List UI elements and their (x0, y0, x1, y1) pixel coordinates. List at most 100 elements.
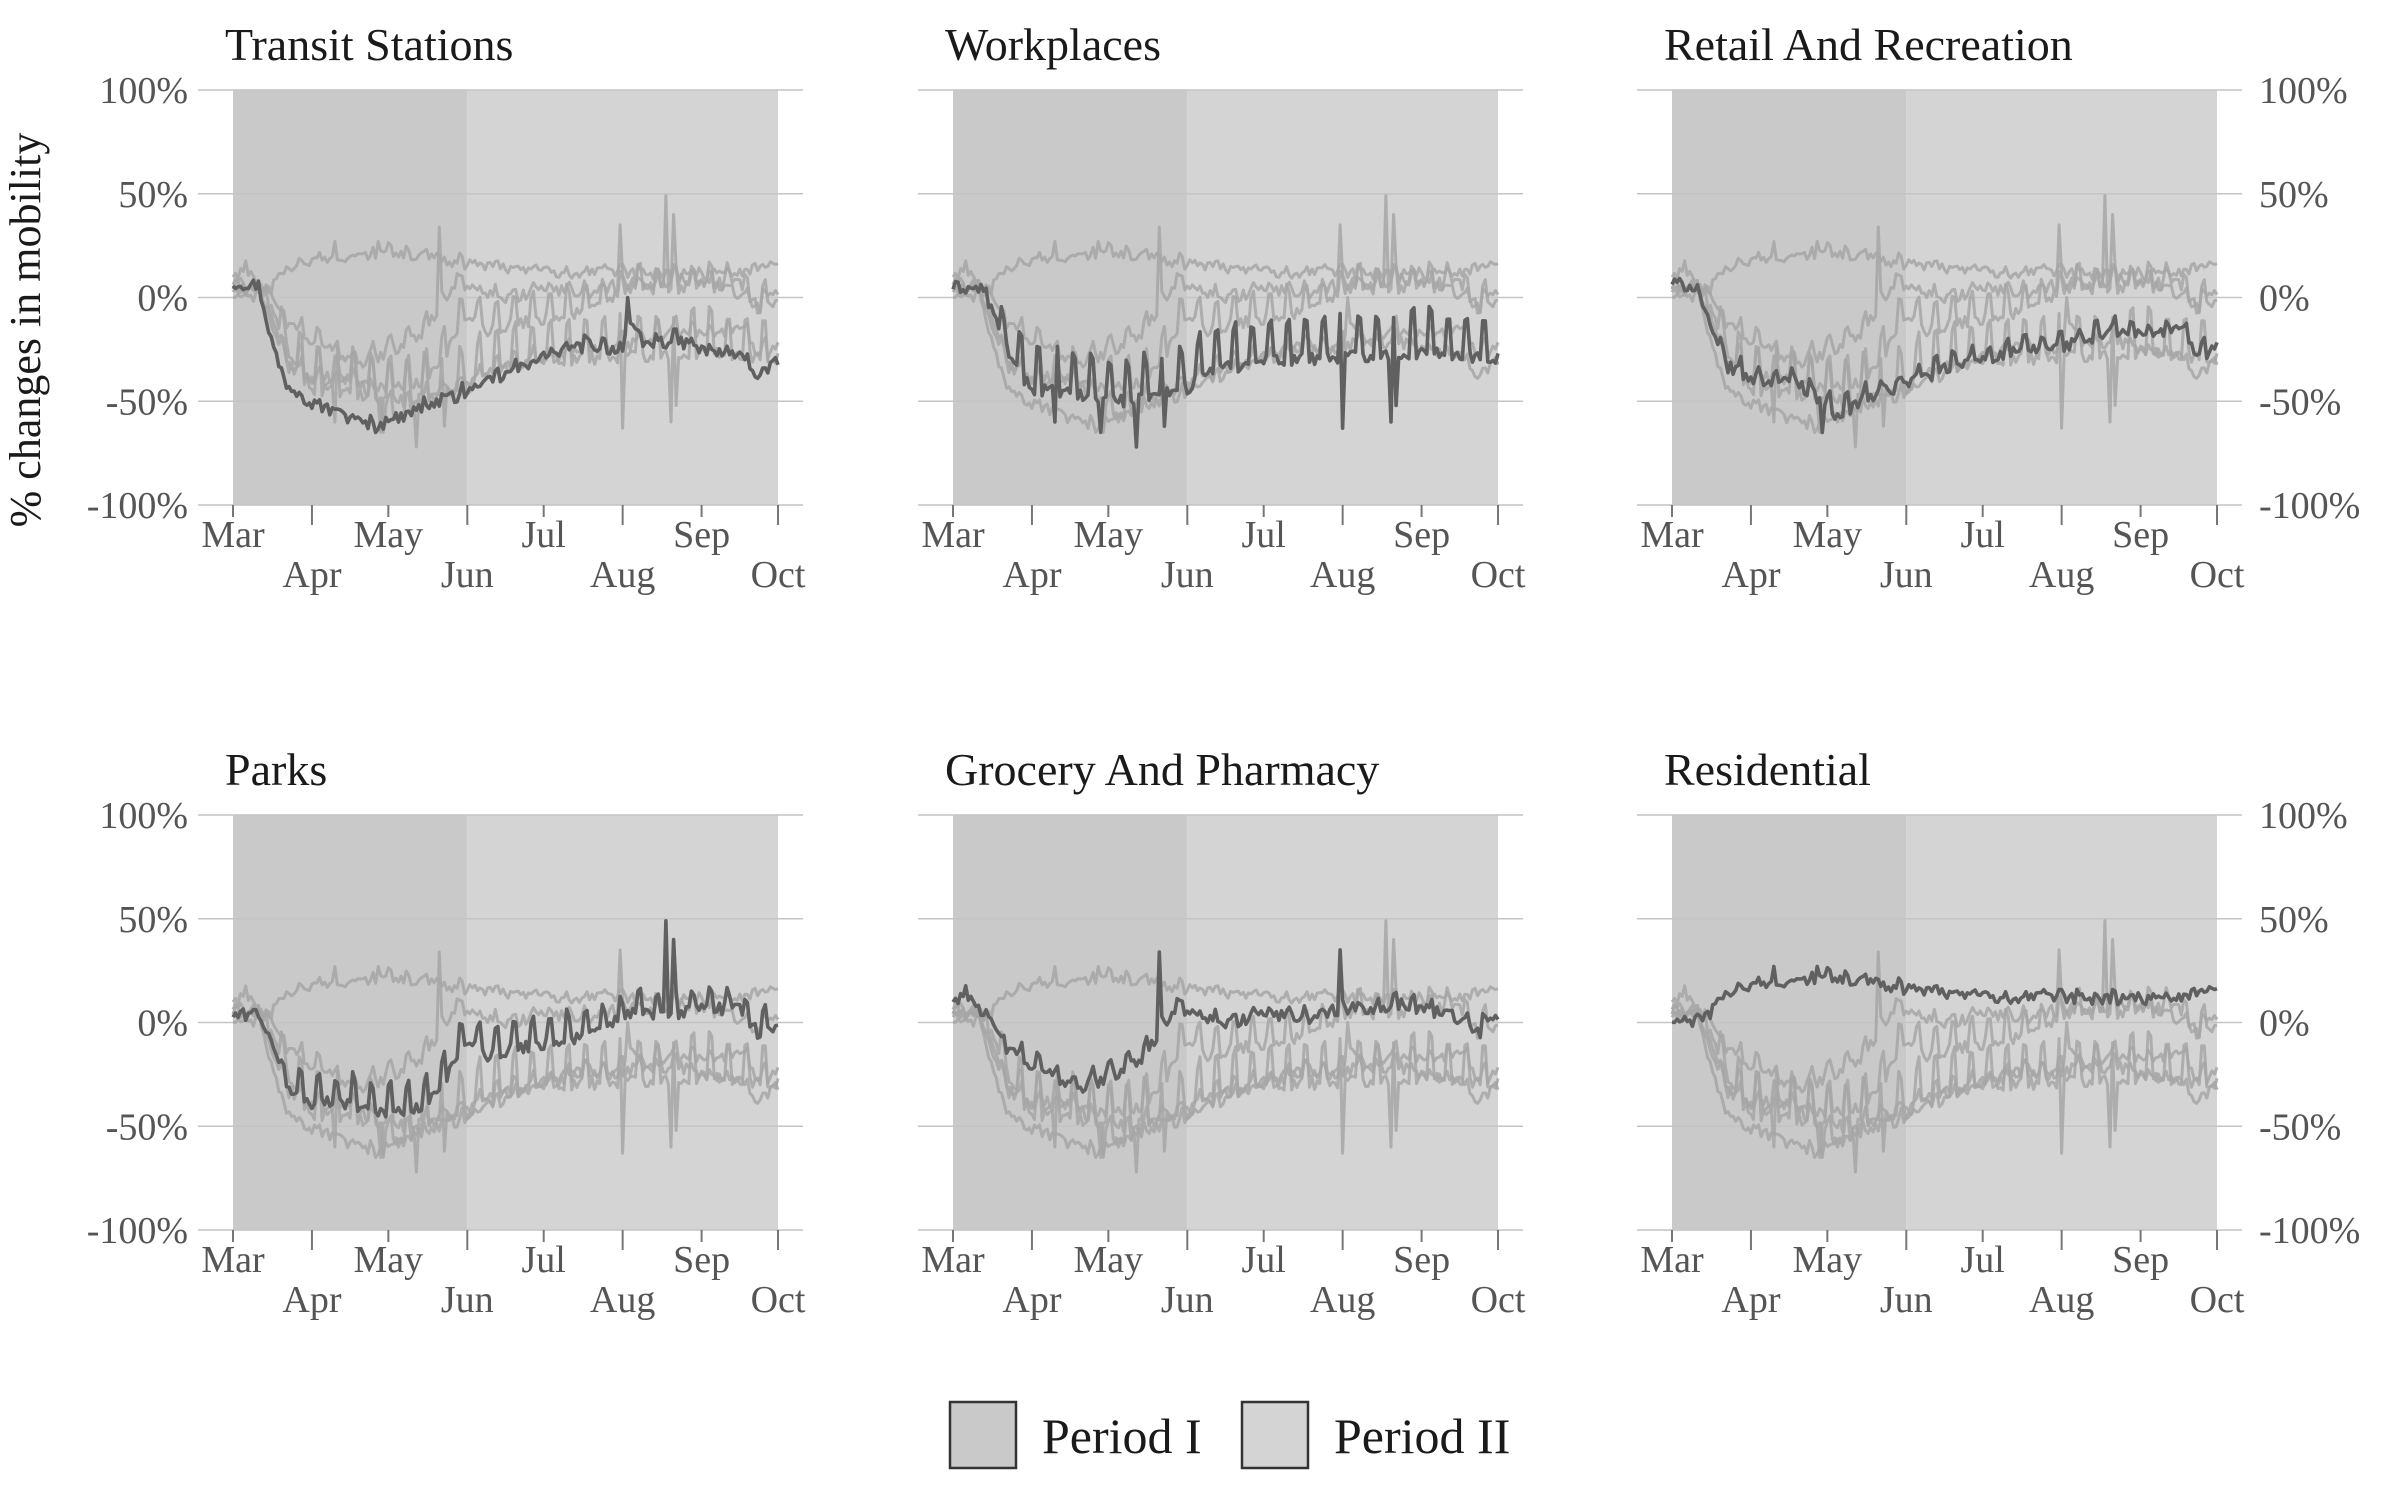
y-tick-label: -50% (106, 1106, 188, 1148)
x-tick-label: May (1793, 514, 1863, 556)
panel-transit: Transit Stations Mar Apr May Jun Jul Aug Sep Oct… (87, 19, 806, 596)
x-tick-label: Jun (1161, 1279, 1214, 1321)
y-tick-label: -100% (87, 1210, 188, 1252)
context-line-retail (951, 1002, 1500, 1159)
highlight-line-parks (231, 919, 779, 1119)
panel-workplaces: Workplaces Mar Apr May Jun Jul Aug Sep Oct (918, 19, 1526, 596)
x-tick-label: Mar (201, 514, 265, 556)
x-tick-label: Oct (2190, 1279, 2245, 1321)
x-tick-label: Oct (751, 554, 806, 596)
x-tick-label: Aug (1310, 554, 1375, 596)
y-tick-label: -100% (2259, 485, 2360, 527)
y-tick-label: -50% (2259, 381, 2341, 423)
y-tick-label: 0% (137, 1003, 188, 1045)
panel-retail: Retail And Recreation Mar Apr May Jun Jul Aug S… (1637, 19, 2360, 596)
x-tick-label: Jun (1880, 1279, 1933, 1321)
x-tick-label: Apr (1721, 1279, 1780, 1321)
x-tick-label: Mar (921, 1239, 985, 1281)
x-tick-label: Sep (1393, 1239, 1450, 1281)
context-line-retail (231, 277, 780, 434)
x-tick-label: Jul (1242, 1239, 1286, 1281)
context-line-transit (231, 1003, 780, 1159)
y-tick-label: -100% (87, 485, 188, 527)
y-tick-label: 50% (118, 174, 188, 216)
highlight-line-grocery (951, 948, 1500, 1094)
y-tick-label: 100% (99, 795, 188, 837)
x-tick-label: Jul (522, 1239, 566, 1281)
y-tick-label: 0% (2259, 1003, 2310, 1045)
y-tick-label: -50% (2259, 1106, 2341, 1148)
highlight-line-retail (1670, 276, 2219, 435)
x-tick-label: Jul (1242, 514, 1286, 556)
legend-swatch-period-1 (948, 1400, 1018, 1470)
context-line-retail (1670, 1002, 2219, 1159)
x-tick-label: Jul (1961, 1239, 2005, 1281)
panel-title: Transit Stations (225, 19, 513, 70)
panel-grocery: Grocery And Pharmacy Mar Apr May Jun Jul Aug Se… (918, 744, 1526, 1321)
x-tick-label: May (1074, 1239, 1144, 1281)
legend-label-period-1: Period I (1042, 1408, 1202, 1464)
x-tick-label: Mar (1640, 1239, 1704, 1281)
context-line-parks (1670, 919, 2218, 1119)
context-line-transit (1670, 1003, 2219, 1159)
y-tick-label: 50% (2259, 174, 2329, 216)
context-line-transit (951, 278, 1500, 434)
x-tick-label: Apr (1002, 554, 1061, 596)
context-line-transit (951, 1003, 1500, 1159)
x-tick-label: Mar (1640, 514, 1704, 556)
x-tick-label: May (1793, 1239, 1863, 1281)
x-tick-label: Aug (2029, 1279, 2094, 1321)
y-tick-label: -50% (106, 381, 188, 423)
x-tick-label: Aug (590, 554, 655, 596)
y-tick-label: 0% (2259, 278, 2310, 320)
y-tick-label: 50% (2259, 899, 2329, 941)
context-line-transit (1670, 278, 2219, 434)
legend-swatch-period-2 (1240, 1400, 1310, 1470)
x-tick-label: Jun (1880, 554, 1933, 596)
panel-title: Residential (1664, 744, 1871, 795)
panel-residential: Residential Mar Apr May Jun Jul Aug Sep Oct 100% 5… (1637, 744, 2360, 1321)
context-line-residential (232, 240, 779, 303)
x-tick-label: May (354, 1239, 424, 1281)
x-tick-label: Jul (522, 514, 566, 556)
y-tick-label: 100% (99, 70, 188, 112)
x-tick-label: Apr (282, 554, 341, 596)
context-line-retail (231, 1002, 780, 1159)
panel-title: Retail And Recreation (1664, 19, 2073, 70)
y-axis-label: % changes in mobility (1, 133, 50, 528)
chart-panels: Transit Stations Mar Apr May Jun Jul Aug Sep Oct… (87, 19, 2361, 1321)
x-tick-label: Apr (1002, 1279, 1061, 1321)
panel-title: Grocery And Pharmacy (945, 744, 1379, 795)
legend: Period I Period II (948, 1400, 1510, 1470)
context-line-grocery (951, 223, 1500, 369)
x-tick-label: Sep (1393, 514, 1450, 556)
context-line-grocery (1670, 223, 2219, 369)
x-tick-label: Sep (673, 514, 730, 556)
x-tick-label: Sep (673, 1239, 730, 1281)
y-tick-label: 0% (137, 278, 188, 320)
x-tick-label: Mar (921, 514, 985, 556)
context-line-residential (952, 240, 1499, 303)
x-tick-label: Aug (1310, 1279, 1375, 1321)
x-tick-label: Jul (1961, 514, 2005, 556)
context-line-residential (232, 965, 779, 1028)
y-tick-label: -100% (2259, 1210, 2360, 1252)
legend-label-period-2: Period II (1334, 1408, 1510, 1464)
context-line-grocery (1670, 948, 2219, 1094)
x-tick-label: Oct (751, 1279, 806, 1321)
highlight-line-transit (231, 278, 780, 435)
panel-parks: Parks Mar Apr May Jun Jul Aug Sep Oct 100% 50% 0% -5… (87, 744, 806, 1321)
x-tick-label: Apr (1721, 554, 1780, 596)
y-tick-label: 50% (118, 899, 188, 941)
x-tick-label: Oct (1471, 554, 1526, 596)
context-line-grocery (231, 223, 780, 369)
context-line-residential (1671, 240, 2218, 303)
x-tick-label: Apr (282, 1279, 341, 1321)
x-tick-label: Oct (2190, 554, 2245, 596)
panel-title: Parks (225, 744, 327, 795)
x-tick-label: Aug (590, 1279, 655, 1321)
x-tick-label: Mar (201, 1239, 265, 1281)
x-tick-label: May (354, 514, 424, 556)
x-tick-label: Jun (441, 554, 494, 596)
highlight-line-workplaces (951, 279, 1500, 449)
